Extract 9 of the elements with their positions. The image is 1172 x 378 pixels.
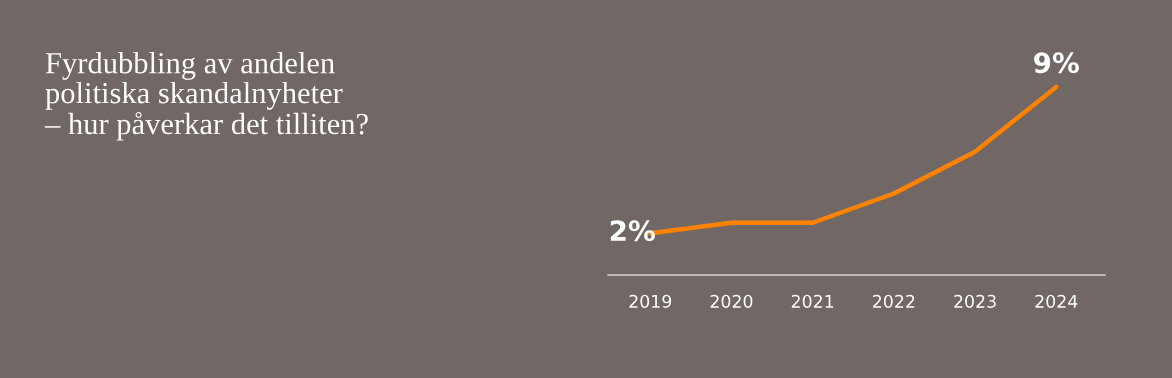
x-tick-label: 2021 <box>791 294 834 308</box>
data-label: 9% <box>1034 52 1079 74</box>
x-tick-label: 2019 <box>629 294 672 308</box>
x-tick-label: 2020 <box>710 294 753 308</box>
data-label: 2% <box>610 220 655 242</box>
x-tick-label: 2024 <box>1035 294 1078 308</box>
x-tick-label: 2022 <box>873 294 915 308</box>
x-tick-label: 2023 <box>954 294 996 308</box>
text: Fyrdubbling av andelen politiska skandalnyheter – hur påverkar det tilliten? <box>44 52 368 141</box>
